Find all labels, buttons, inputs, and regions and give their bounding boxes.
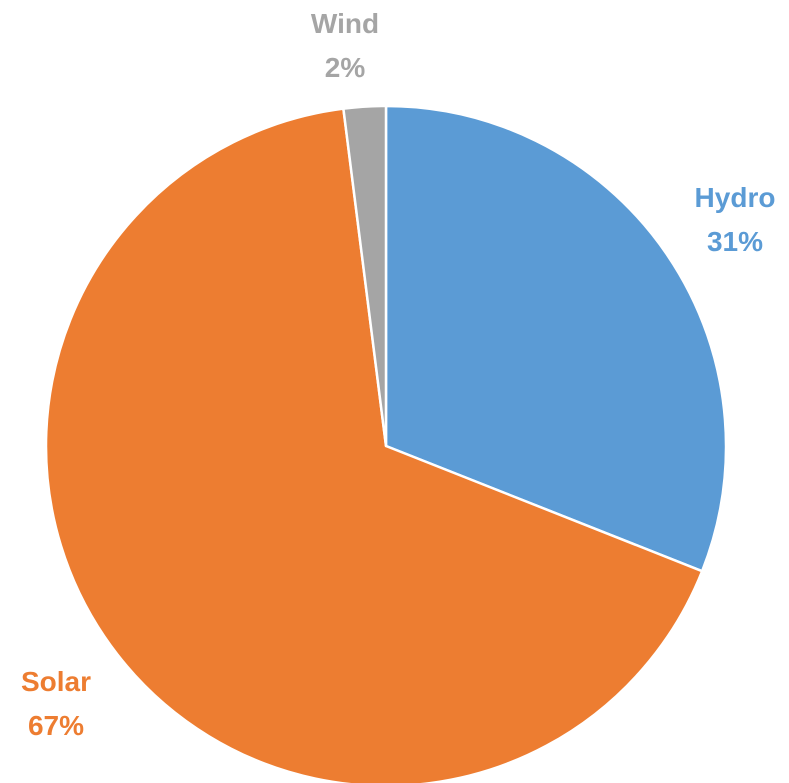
pie-slice-hydro	[384, 104, 728, 573]
data-label-percent-hydro: 31%	[707, 226, 763, 257]
pie-data-labels: Hydro 31% Solar 67% Wind 2%	[21, 8, 775, 741]
data-label-percent-solar: 67%	[28, 710, 84, 741]
pie-slice-solar	[44, 107, 704, 783]
pie-slices	[44, 104, 728, 783]
data-label-name-hydro: Hydro	[695, 182, 776, 213]
data-label-name-wind: Wind	[311, 8, 379, 39]
pie-slice-wind	[342, 104, 388, 448]
data-label-name-solar: Solar	[21, 666, 91, 697]
data-label-percent-wind: 2%	[325, 52, 366, 83]
